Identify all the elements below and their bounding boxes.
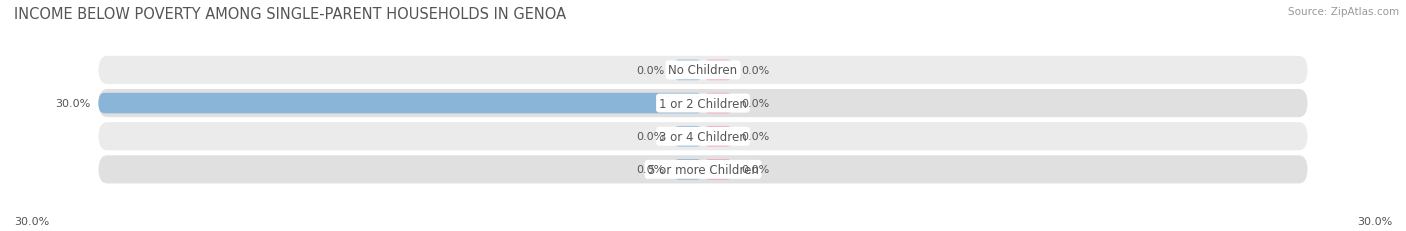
Text: 0.0%: 0.0% bbox=[741, 66, 769, 76]
FancyBboxPatch shape bbox=[98, 123, 1308, 151]
FancyBboxPatch shape bbox=[98, 156, 1308, 184]
FancyBboxPatch shape bbox=[703, 126, 734, 147]
Text: 0.0%: 0.0% bbox=[637, 66, 665, 76]
FancyBboxPatch shape bbox=[672, 159, 703, 180]
FancyBboxPatch shape bbox=[672, 60, 703, 81]
Text: 30.0%: 30.0% bbox=[1357, 216, 1392, 226]
FancyBboxPatch shape bbox=[703, 60, 734, 81]
Text: 5 or more Children: 5 or more Children bbox=[648, 163, 758, 176]
Text: 0.0%: 0.0% bbox=[637, 132, 665, 142]
Text: 1 or 2 Children: 1 or 2 Children bbox=[659, 97, 747, 110]
FancyBboxPatch shape bbox=[98, 90, 1308, 118]
Text: 30.0%: 30.0% bbox=[14, 216, 49, 226]
Text: Source: ZipAtlas.com: Source: ZipAtlas.com bbox=[1288, 7, 1399, 17]
FancyBboxPatch shape bbox=[672, 126, 703, 147]
Text: 3 or 4 Children: 3 or 4 Children bbox=[659, 130, 747, 143]
FancyBboxPatch shape bbox=[703, 159, 734, 180]
Text: 0.0%: 0.0% bbox=[741, 165, 769, 175]
Text: INCOME BELOW POVERTY AMONG SINGLE-PARENT HOUSEHOLDS IN GENOA: INCOME BELOW POVERTY AMONG SINGLE-PARENT… bbox=[14, 7, 567, 22]
Text: No Children: No Children bbox=[668, 64, 738, 77]
FancyBboxPatch shape bbox=[98, 93, 703, 114]
Text: 0.0%: 0.0% bbox=[741, 132, 769, 142]
Text: 0.0%: 0.0% bbox=[741, 99, 769, 109]
Text: 0.0%: 0.0% bbox=[637, 165, 665, 175]
Text: 30.0%: 30.0% bbox=[55, 99, 90, 109]
FancyBboxPatch shape bbox=[703, 93, 734, 114]
FancyBboxPatch shape bbox=[98, 57, 1308, 85]
